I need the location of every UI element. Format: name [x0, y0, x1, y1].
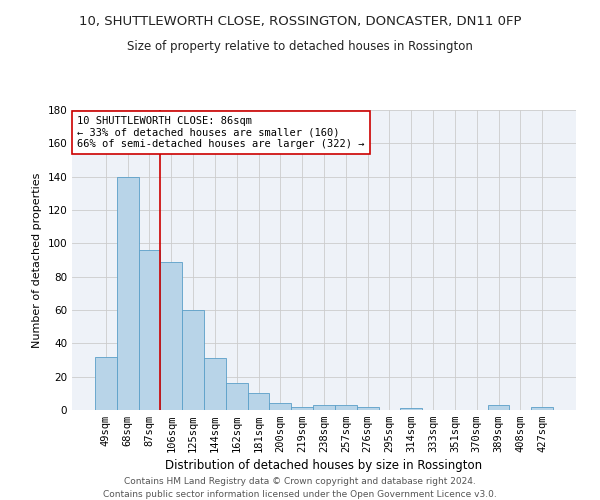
- Bar: [269, 404, 291, 410]
- Bar: [531, 406, 553, 410]
- Text: Contains public sector information licensed under the Open Government Licence v3: Contains public sector information licen…: [103, 490, 497, 499]
- Bar: [313, 405, 335, 410]
- Bar: [95, 356, 117, 410]
- Text: Size of property relative to detached houses in Rossington: Size of property relative to detached ho…: [127, 40, 473, 53]
- Bar: [226, 384, 248, 410]
- Bar: [117, 176, 139, 410]
- Text: 10, SHUTTLEWORTH CLOSE, ROSSINGTON, DONCASTER, DN11 0FP: 10, SHUTTLEWORTH CLOSE, ROSSINGTON, DONC…: [79, 15, 521, 28]
- Bar: [248, 394, 269, 410]
- Bar: [139, 250, 160, 410]
- Bar: [357, 406, 379, 410]
- Bar: [335, 405, 357, 410]
- Text: 10 SHUTTLEWORTH CLOSE: 86sqm
← 33% of detached houses are smaller (160)
66% of s: 10 SHUTTLEWORTH CLOSE: 86sqm ← 33% of de…: [77, 116, 365, 149]
- Bar: [488, 405, 509, 410]
- Bar: [182, 310, 204, 410]
- Bar: [204, 358, 226, 410]
- Bar: [291, 406, 313, 410]
- X-axis label: Distribution of detached houses by size in Rossington: Distribution of detached houses by size …: [166, 460, 482, 472]
- Bar: [400, 408, 422, 410]
- Y-axis label: Number of detached properties: Number of detached properties: [32, 172, 42, 348]
- Bar: [160, 262, 182, 410]
- Text: Contains HM Land Registry data © Crown copyright and database right 2024.: Contains HM Land Registry data © Crown c…: [124, 478, 476, 486]
